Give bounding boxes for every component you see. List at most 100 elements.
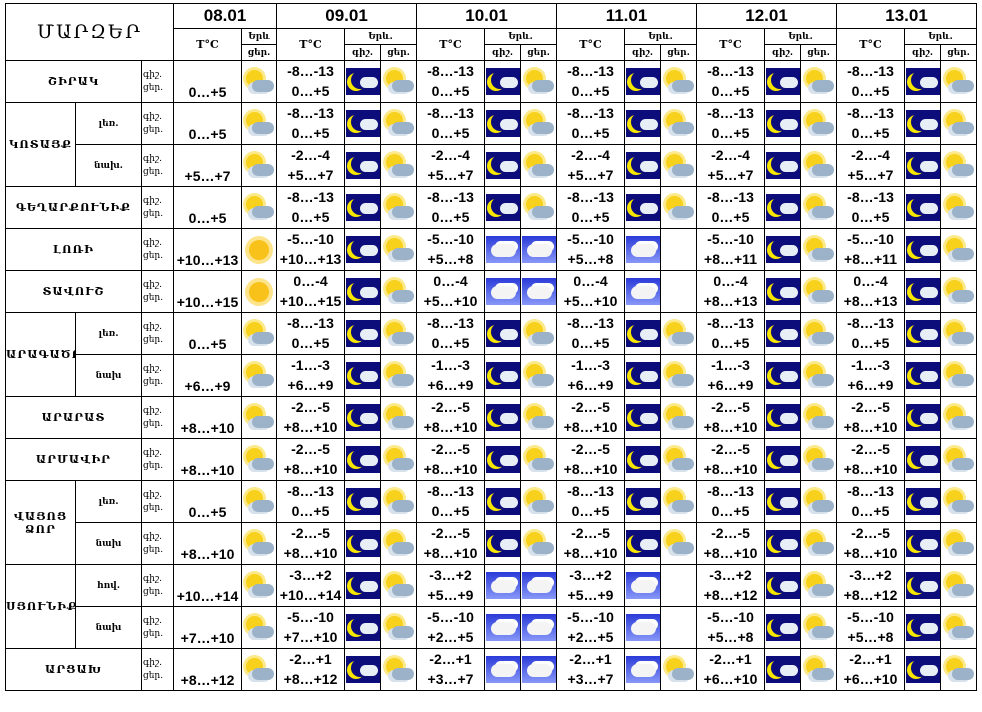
weather-icon-cell (520, 312, 558, 355)
night-temp: -2…-5 (431, 399, 470, 415)
weather-icon-cell (520, 102, 558, 145)
night-label: գիշ. (143, 531, 162, 542)
day-temp: 0…+5 (851, 125, 890, 141)
sun-cloud-icon (662, 152, 696, 179)
subregion-label: նախ. (75, 144, 142, 187)
weather-icon-cell (520, 60, 558, 103)
temperature-cell: +8…+10 (173, 438, 242, 481)
night-temp: -3…+2 (429, 567, 472, 583)
sun-cloud-icon (802, 656, 836, 683)
weather-icon-cell (240, 228, 278, 271)
day-temp: +6…+9 (427, 377, 474, 393)
sun-cloud-icon (662, 530, 696, 557)
weather-icon-cell (800, 60, 838, 103)
night-temp: -8…-13 (847, 63, 894, 79)
sun-cloud-icon (942, 152, 976, 179)
day-night-labels: գիշ. ցեր. (141, 312, 174, 355)
day-temp: +8…+10 (283, 545, 338, 561)
night-temp: -2…-5 (431, 525, 470, 541)
weather-icon-cell (660, 564, 698, 607)
sun-cloud-icon (243, 530, 276, 557)
region-row: նախ գիշ. ցեր. +6…+9 -1…-3 +6…+9 -1…-3 +6…+9 -1…-… (6, 354, 978, 397)
moon-cloud-icon (485, 320, 520, 347)
day-label: ցեր. (143, 82, 164, 93)
day-temp: +8…+10 (703, 545, 758, 561)
weather-icon-cell (484, 480, 522, 523)
weather-icon-cell (764, 186, 802, 229)
day-temp: +8…+10 (843, 545, 898, 561)
temperature-cell: -8…-13 0…+5 (836, 312, 906, 355)
temperature-cell: -2…-5 +8…+10 (696, 522, 766, 565)
temperature-cell: 0…+5 (173, 102, 242, 145)
temperature-cell: -2…-5 +8…+10 (556, 522, 626, 565)
weather-icon-cell (520, 186, 558, 229)
temperature-cell: -2…-5 +8…+10 (416, 522, 486, 565)
temp-header: T°C (416, 28, 486, 61)
temperature-cell: -1…-3 +6…+9 (696, 354, 766, 397)
day-temp: +2…+5 (567, 629, 614, 645)
night-temp: -8…-13 (427, 483, 474, 499)
temperature-cell: -8…-13 0…+5 (696, 186, 766, 229)
temperature-cell: -2…-5 +8…+10 (556, 396, 626, 439)
day-temp: 0…+5 (188, 336, 227, 352)
weather-icon-cell (660, 522, 698, 565)
weather-icon-cell (344, 606, 382, 649)
temperature-cell: -8…-13 0…+5 (556, 480, 626, 523)
cloud-icon (485, 278, 520, 305)
sun-cloud-icon (802, 488, 836, 515)
night-temp: -8…-13 (567, 63, 614, 79)
weather-icon-cell (940, 228, 978, 271)
day-label: ցեր. (143, 208, 164, 219)
weather-icon-cell (764, 648, 802, 691)
day-label: ցեր. (143, 376, 164, 387)
weather-icon-cell (764, 354, 802, 397)
sun-icon (243, 278, 276, 305)
sun-cloud-icon (802, 530, 836, 557)
moon-cloud-icon (345, 488, 380, 515)
date-header: 12.01 (696, 3, 838, 29)
day-label: ցեր. (143, 250, 164, 261)
day-temp: +8…+10 (843, 461, 898, 477)
weather-icon-cell (240, 312, 278, 355)
cloud-icon (521, 614, 556, 641)
region-name: ԱՐԱԳԱԾՈՏՆ (5, 312, 76, 397)
moon-cloud-icon (905, 446, 940, 473)
weather-icon-cell (904, 102, 942, 145)
weather-icon-cell (344, 396, 382, 439)
temperature-cell: -2…-5 +8…+10 (696, 438, 766, 481)
day-temp: 0…+5 (291, 335, 330, 351)
subregion-label: լեռ. (75, 480, 142, 523)
weather-icon-cell (240, 396, 278, 439)
moon-cloud-icon (485, 488, 520, 515)
night-label: գիշ. (143, 153, 162, 164)
day-temp: 0…+5 (711, 125, 750, 141)
day-temp: +8…+10 (423, 461, 478, 477)
weather-icon-cell (660, 60, 698, 103)
moon-cloud-icon (485, 446, 520, 473)
day-night-labels: գիշ. ցեր. (141, 60, 174, 103)
weather-icon-cell (240, 606, 278, 649)
night-temp: -2…-5 (291, 399, 330, 415)
day-temp: 0…+5 (571, 83, 610, 99)
day-temp: +5…+7 (707, 167, 754, 183)
moon-cloud-icon (765, 488, 800, 515)
weather-icon-cell (940, 102, 978, 145)
weather-icon-cell (484, 354, 522, 397)
moon-cloud-icon (905, 530, 940, 557)
night-temp: -2…-4 (291, 147, 330, 163)
temperature-cell: -2…-5 +8…+10 (416, 396, 486, 439)
region-row: ՎԱՅՈՑ ՁՈՐ լեռ. գիշ. ցեր. 0…+5 -8…-13 0…+5 -8…-1… (5, 480, 978, 565)
weather-icon-cell (660, 144, 698, 187)
day-temp: +8…+10 (283, 419, 338, 435)
region-row: ԼՈՌԻ գիշ. ցեր. +10…+13 -5…-10 +10…+13 -5…-10 +5… (5, 228, 978, 271)
temperature-cell: -8…-13 0…+5 (696, 312, 766, 355)
night-label: գիշ. (143, 573, 162, 584)
sun-cloud-icon (942, 320, 976, 347)
weather-icon-cell (240, 144, 278, 187)
weather-icon-cell (344, 102, 382, 145)
weather-icon-cell (344, 144, 382, 187)
weather-icon-cell (240, 564, 278, 607)
region-name: ԱՐՄԱՎԻՐ (5, 438, 142, 481)
night-temp: -8…-13 (847, 105, 894, 121)
night-temp: -5…-10 (287, 609, 334, 625)
